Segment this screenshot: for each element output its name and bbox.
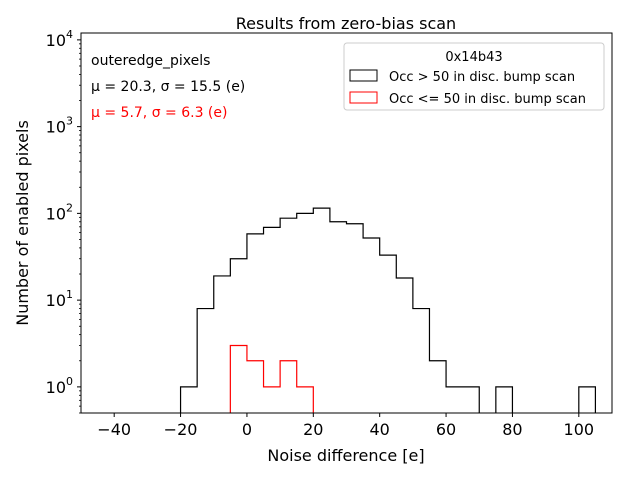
x-tick-label: −40 (97, 420, 131, 439)
y-axis-label: Number of enabled pixels (13, 120, 32, 326)
plot-area: −40 −20 0 20 40 60 80 100 100 101 102 103 104 outer… (46, 28, 613, 439)
y-tick-label: 102 (46, 201, 73, 223)
x-tick-label: 20 (303, 420, 323, 439)
x-tick-label: 80 (502, 420, 522, 439)
series-layer (179, 207, 597, 413)
legend-entry-black: Occ > 50 in disc. bump scan (389, 70, 575, 85)
y-tick-label: 104 (46, 28, 73, 50)
x-tick-label: 0 (242, 420, 252, 439)
histogram-series-0-segment-0 (179, 207, 480, 413)
x-tick-label: 60 (436, 420, 456, 439)
annotation-stats-black: μ = 20.3, σ = 15.5 (e) (91, 79, 245, 95)
annotation-group: outeredge_pixels (91, 53, 210, 69)
annotation-stats-red: μ = 5.7, σ = 6.3 (e) (91, 105, 227, 121)
axes-frame (80, 32, 613, 414)
chart-title: Results from zero-bias scan (236, 14, 456, 33)
x-tick-label: 100 (564, 420, 595, 439)
y-tick-label: 101 (46, 288, 73, 310)
y-tick-label: 100 (46, 375, 73, 397)
legend-box (343, 42, 605, 111)
x-tick-label: −20 (164, 420, 198, 439)
legend-entry-red: Occ <= 50 in disc. bump scan (389, 92, 586, 107)
legend-swatch-black (349, 69, 378, 82)
legend: 0x14b43 Occ > 50 in disc. bump scan Occ … (343, 42, 605, 111)
legend-title: 0x14b43 (445, 50, 502, 65)
histogram-series-0-segment-2 (578, 386, 597, 413)
y-ticks: 100 101 102 103 104 (46, 28, 81, 414)
x-axis-label: Noise difference [e] (267, 446, 424, 465)
x-tick-label: 40 (370, 420, 390, 439)
histogram-series-0-segment-1 (495, 386, 514, 413)
legend-swatch-red (349, 91, 378, 104)
y-tick-label: 103 (46, 115, 73, 137)
histogram-series-1-segment-0 (229, 344, 314, 413)
x-ticks: −40 −20 0 20 40 60 80 100 (97, 413, 594, 439)
